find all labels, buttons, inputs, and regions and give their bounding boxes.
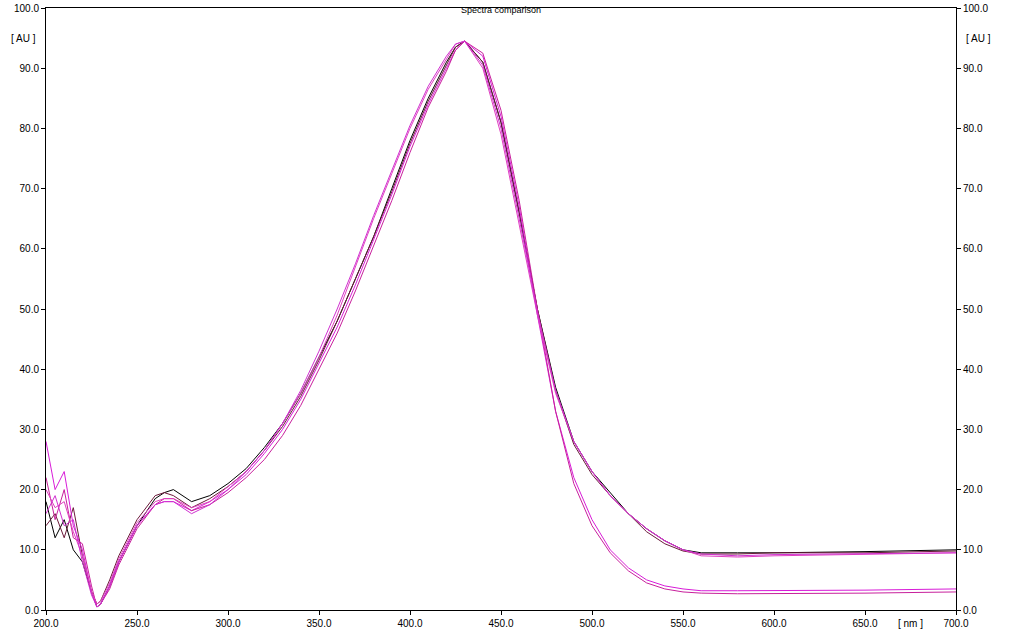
svg-text:550.0: 550.0 bbox=[670, 618, 695, 629]
svg-text:10.0: 10.0 bbox=[20, 544, 40, 555]
svg-text:350.0: 350.0 bbox=[306, 618, 331, 629]
svg-text:100.0: 100.0 bbox=[963, 3, 988, 14]
svg-text:[ nm ]: [ nm ] bbox=[898, 618, 923, 629]
svg-text:20.0: 20.0 bbox=[963, 484, 983, 495]
svg-text:600.0: 600.0 bbox=[761, 618, 786, 629]
svg-text:60.0: 60.0 bbox=[20, 243, 40, 254]
svg-text:60.0: 60.0 bbox=[963, 243, 983, 254]
svg-text:450.0: 450.0 bbox=[488, 618, 513, 629]
svg-text:10.0: 10.0 bbox=[963, 544, 983, 555]
svg-text:80.0: 80.0 bbox=[20, 123, 40, 134]
svg-text:0.0: 0.0 bbox=[963, 605, 977, 616]
svg-text:70.0: 70.0 bbox=[963, 183, 983, 194]
svg-text:50.0: 50.0 bbox=[963, 304, 983, 315]
svg-text:250.0: 250.0 bbox=[124, 618, 149, 629]
svg-text:200.0: 200.0 bbox=[33, 618, 58, 629]
svg-text:40.0: 40.0 bbox=[963, 364, 983, 375]
svg-text:70.0: 70.0 bbox=[20, 183, 40, 194]
svg-text:50.0: 50.0 bbox=[20, 304, 40, 315]
svg-text:90.0: 90.0 bbox=[20, 63, 40, 74]
svg-text:[ AU ]: [ AU ] bbox=[966, 33, 991, 44]
svg-text:30.0: 30.0 bbox=[963, 424, 983, 435]
svg-text:700.0: 700.0 bbox=[943, 618, 968, 629]
svg-text:300.0: 300.0 bbox=[215, 618, 240, 629]
svg-text:Spectra comparison: Spectra comparison bbox=[461, 5, 541, 15]
svg-text:[ AU ]: [ AU ] bbox=[11, 33, 36, 44]
svg-text:100.0: 100.0 bbox=[14, 3, 39, 14]
svg-text:400.0: 400.0 bbox=[397, 618, 422, 629]
svg-text:80.0: 80.0 bbox=[963, 123, 983, 134]
svg-text:40.0: 40.0 bbox=[20, 364, 40, 375]
svg-text:650.0: 650.0 bbox=[852, 618, 877, 629]
svg-text:0.0: 0.0 bbox=[25, 605, 39, 616]
svg-text:30.0: 30.0 bbox=[20, 424, 40, 435]
svg-text:90.0: 90.0 bbox=[963, 63, 983, 74]
svg-text:20.0: 20.0 bbox=[20, 484, 40, 495]
svg-text:500.0: 500.0 bbox=[579, 618, 604, 629]
